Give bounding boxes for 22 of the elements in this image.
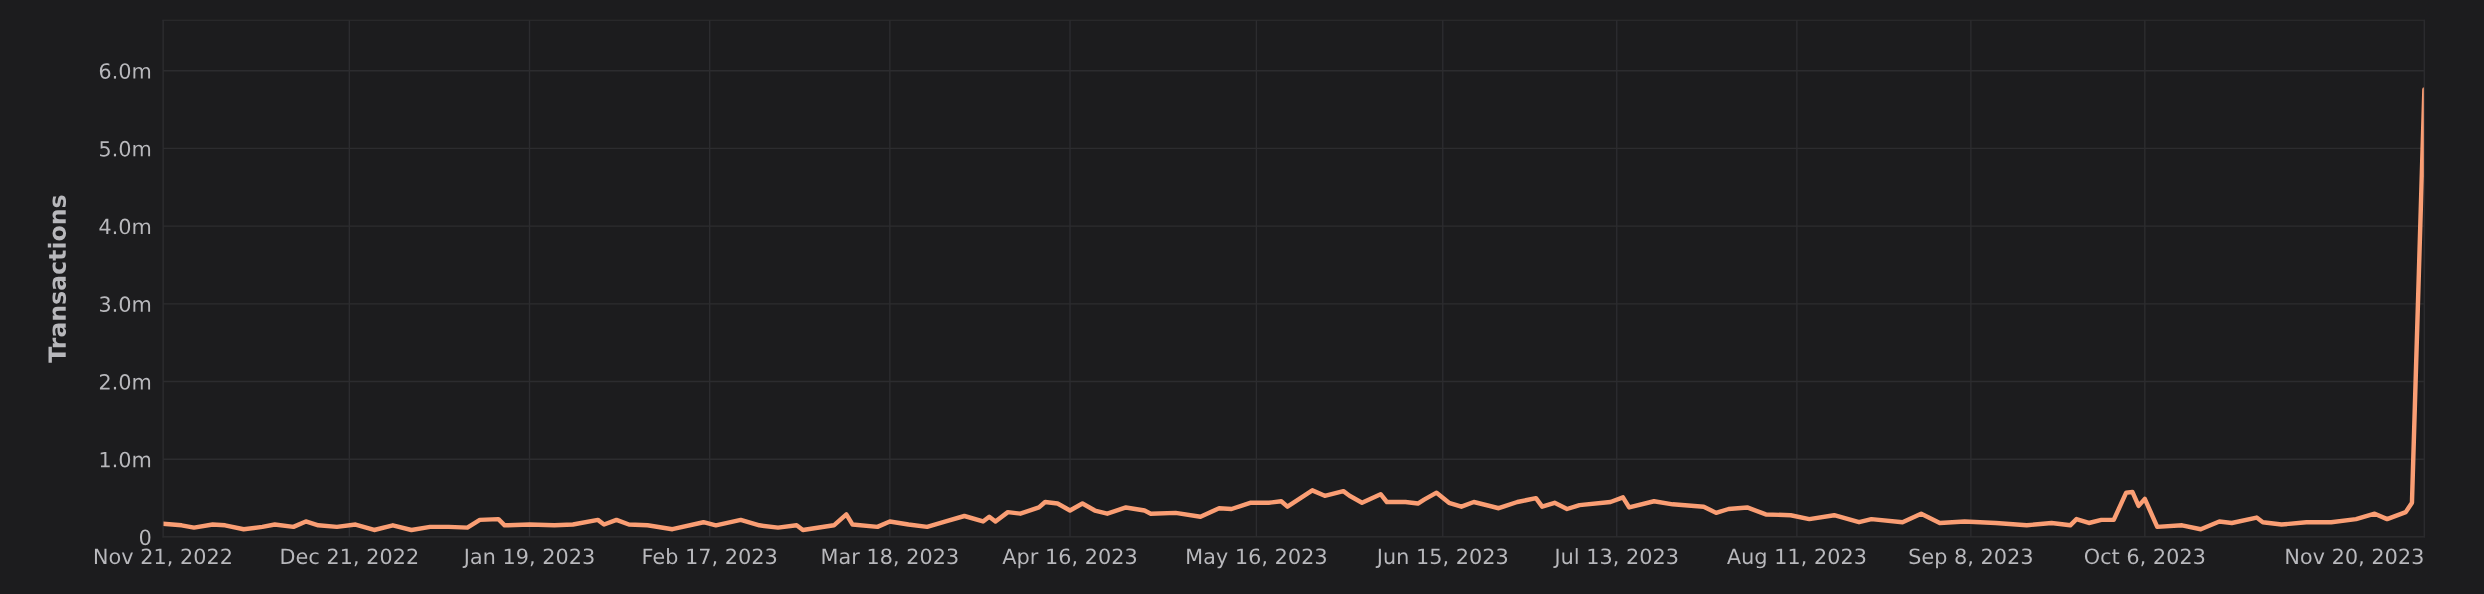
x-tick-label: May 16, 2023: [1187, 548, 1326, 569]
x-tick-label: Apr 16, 2023: [1002, 548, 1137, 569]
x-tick-label: Jun 15, 2023: [1375, 548, 1508, 569]
y-tick-label: 4.0m: [99, 218, 151, 235]
y-tick-label: 3.0m: [100, 296, 151, 313]
line-series: [162, 87, 2425, 533]
y-tick-label: 1.0m: [100, 451, 151, 468]
y-tick-label: 2.0m: [99, 374, 151, 390]
x-tick-label: Nov 21, 2022: [94, 548, 231, 567]
x-tick-label: Aug 11, 2023: [1727, 548, 1866, 569]
x-tick-label: Jan 19, 2023: [462, 548, 594, 569]
y-tick-label: 5.0m: [100, 140, 151, 157]
x-tick-label: Mar 18, 2023: [822, 548, 958, 567]
x-tick-label: Sep 8, 2023: [1909, 548, 2032, 569]
x-tick-label: Jul 13, 2023: [1553, 548, 1678, 569]
y-tick-label: 6.0m: [99, 63, 151, 79]
x-tick-label: Oct 6, 2023: [2084, 548, 2205, 567]
x-tick-label: Nov 20, 2023: [2286, 548, 2423, 567]
y-tick-label: 0: [139, 529, 151, 546]
y-axis-title: Transactions: [47, 195, 67, 363]
x-tick-label: Dec 21, 2022: [281, 548, 418, 567]
x-tick-label: Feb 17, 2023: [643, 548, 777, 567]
